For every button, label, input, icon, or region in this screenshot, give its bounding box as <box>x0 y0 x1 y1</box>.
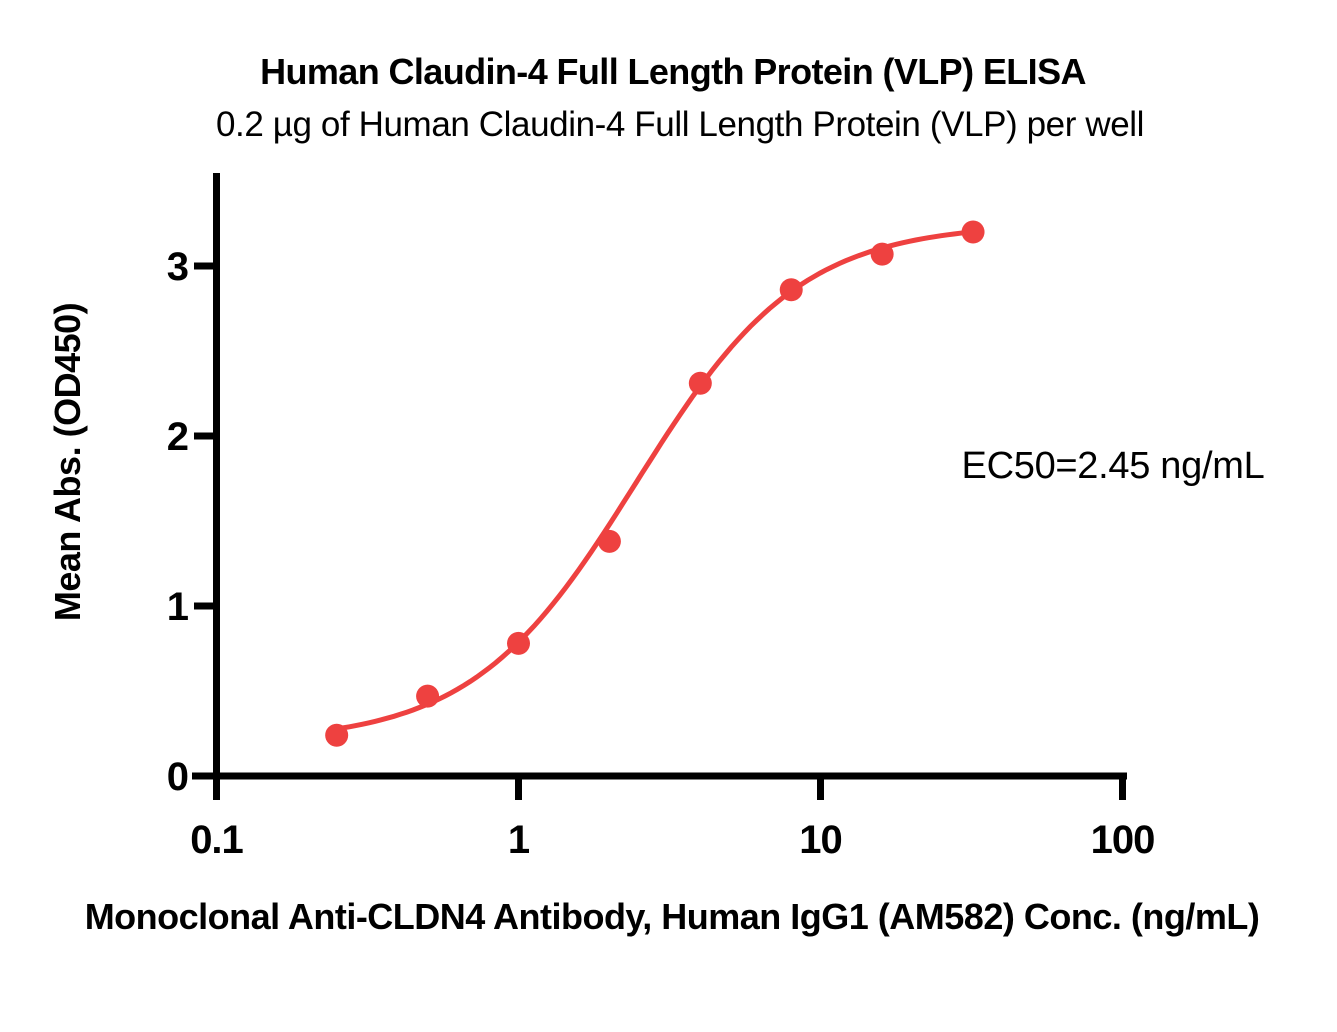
y-tick-label: 3 <box>167 245 188 289</box>
data-point <box>325 723 349 747</box>
x-tick-label: 10 <box>799 818 842 862</box>
data-points <box>325 220 985 747</box>
y-axis-ticks: 0 1 2 3 <box>167 245 217 799</box>
x-tick-label: 100 <box>1091 818 1155 862</box>
chart-subtitle: 0.2 µg of Human Claudin-4 Full Length Pr… <box>216 105 1144 144</box>
data-point <box>870 242 894 266</box>
data-point <box>688 371 712 395</box>
x-tick-label: 1 <box>508 818 530 862</box>
y-tick-label: 0 <box>167 755 188 799</box>
x-axis-title: Monoclonal Anti-CLDN4 Antibody, Human Ig… <box>85 896 1260 937</box>
data-point <box>416 684 440 708</box>
y-tick-label: 1 <box>167 585 189 629</box>
data-point <box>779 278 803 302</box>
y-tick-label: 2 <box>167 415 188 459</box>
data-point <box>507 631 530 655</box>
chart-title: Human Claudin-4 Full Length Protein (VLP… <box>260 51 1086 92</box>
y-axis-title: Mean Abs. (OD450) <box>47 303 88 621</box>
data-point <box>961 220 985 244</box>
ec50-annotation: EC50=2.45 ng/mL <box>962 445 1265 487</box>
x-tick-label: 0.1 <box>190 818 243 862</box>
data-point <box>597 529 621 553</box>
x-axis-ticks: 0.1 1 10 100 <box>190 776 1155 862</box>
dose-response-fit-curve <box>334 229 976 732</box>
